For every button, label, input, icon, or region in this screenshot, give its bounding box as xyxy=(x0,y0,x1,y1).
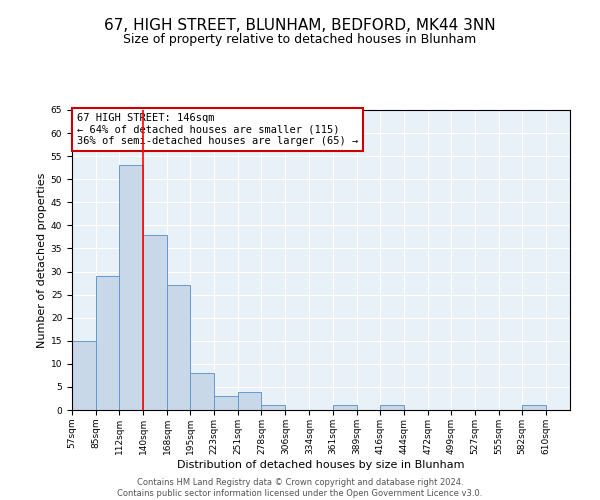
Bar xyxy=(522,406,546,410)
Bar xyxy=(238,392,262,410)
Bar xyxy=(72,341,96,410)
Bar xyxy=(167,286,190,410)
Bar xyxy=(214,396,238,410)
Text: 67 HIGH STREET: 146sqm
← 64% of detached houses are smaller (115)
36% of semi-de: 67 HIGH STREET: 146sqm ← 64% of detached… xyxy=(77,113,358,146)
Bar xyxy=(119,166,143,410)
Text: Size of property relative to detached houses in Blunham: Size of property relative to detached ho… xyxy=(124,32,476,46)
Bar xyxy=(380,406,404,410)
Bar xyxy=(96,276,119,410)
Bar xyxy=(190,373,214,410)
Bar xyxy=(262,406,286,410)
X-axis label: Distribution of detached houses by size in Blunham: Distribution of detached houses by size … xyxy=(177,460,465,469)
Bar xyxy=(143,234,167,410)
Y-axis label: Number of detached properties: Number of detached properties xyxy=(37,172,47,348)
Text: 67, HIGH STREET, BLUNHAM, BEDFORD, MK44 3NN: 67, HIGH STREET, BLUNHAM, BEDFORD, MK44 … xyxy=(104,18,496,32)
Bar xyxy=(332,406,356,410)
Text: Contains HM Land Registry data © Crown copyright and database right 2024.
Contai: Contains HM Land Registry data © Crown c… xyxy=(118,478,482,498)
